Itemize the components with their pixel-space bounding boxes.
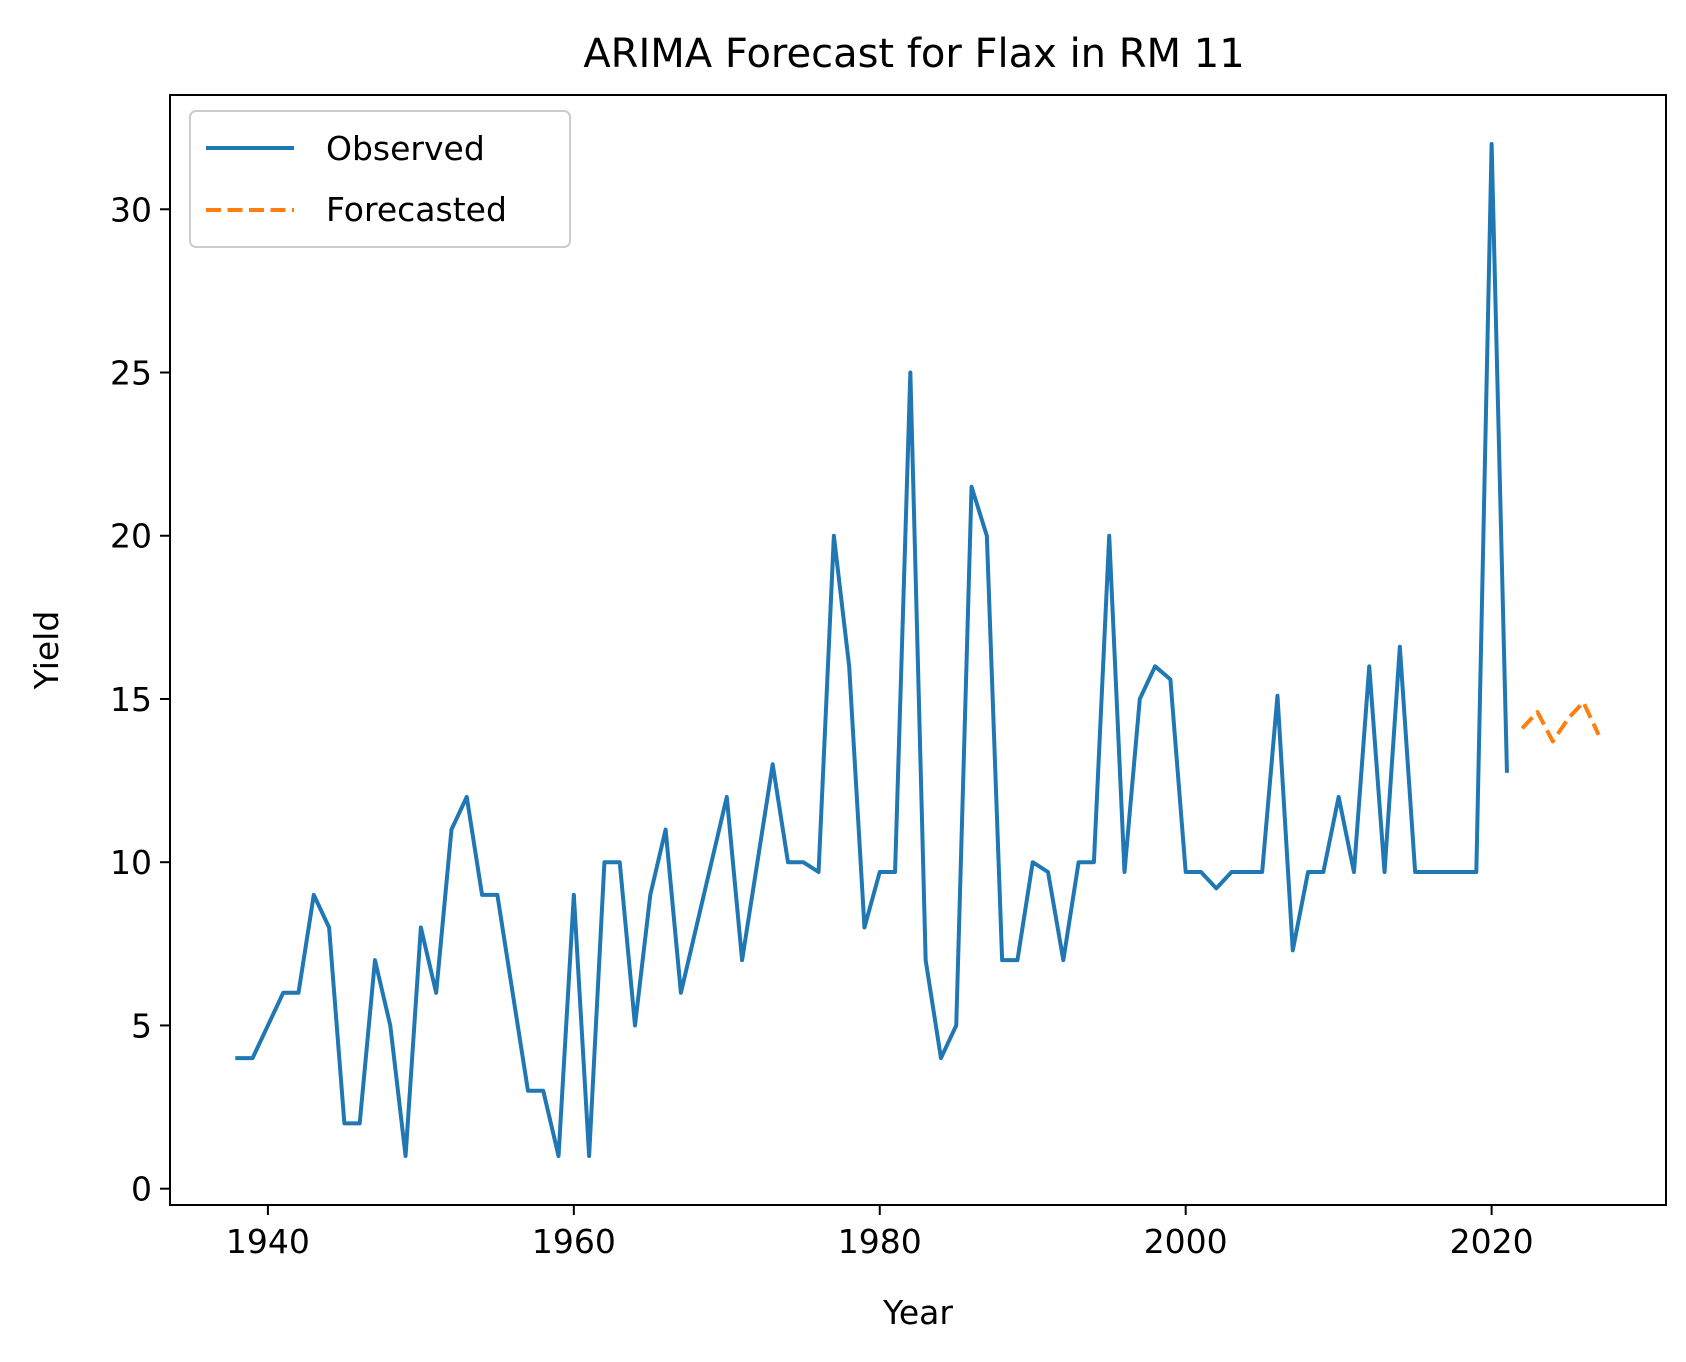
x-tick-label: 1940 (226, 1222, 310, 1261)
legend-label-observed: Observed (326, 129, 485, 168)
y-tick-label: 20 (110, 517, 152, 556)
x-tick-label: 1960 (532, 1222, 616, 1261)
plot-lines (235, 141, 1601, 1159)
y-axis-ticks: 0 5 10 15 20 25 30 (110, 190, 170, 1209)
y-tick-label: 0 (131, 1170, 152, 1209)
legend: Observed Forecasted (189, 110, 571, 248)
plot-area-frame (169, 94, 1667, 1206)
chart-title: ARIMA Forecast for Flax in RM 11 (583, 31, 1244, 77)
x-axis-label: Year (882, 1293, 953, 1332)
x-axis-ticks: 1940 1960 1980 2000 2020 (226, 1205, 1534, 1261)
x-tick-label: 2000 (1144, 1222, 1228, 1261)
series-line-forecasted (1520, 700, 1601, 744)
y-tick-label: 25 (110, 354, 152, 393)
y-tick-label: 5 (131, 1006, 152, 1045)
legend-label-forecasted: Forecasted (326, 190, 507, 229)
legend-box (189, 110, 571, 248)
series-line-observed (235, 141, 1509, 1159)
y-axis-label: Yield (27, 611, 66, 691)
y-tick-label: 15 (110, 680, 152, 719)
x-tick-label: 2020 (1450, 1222, 1534, 1261)
x-tick-label: 1980 (838, 1222, 922, 1261)
y-tick-label: 10 (110, 843, 152, 882)
y-tick-label: 30 (110, 190, 152, 229)
